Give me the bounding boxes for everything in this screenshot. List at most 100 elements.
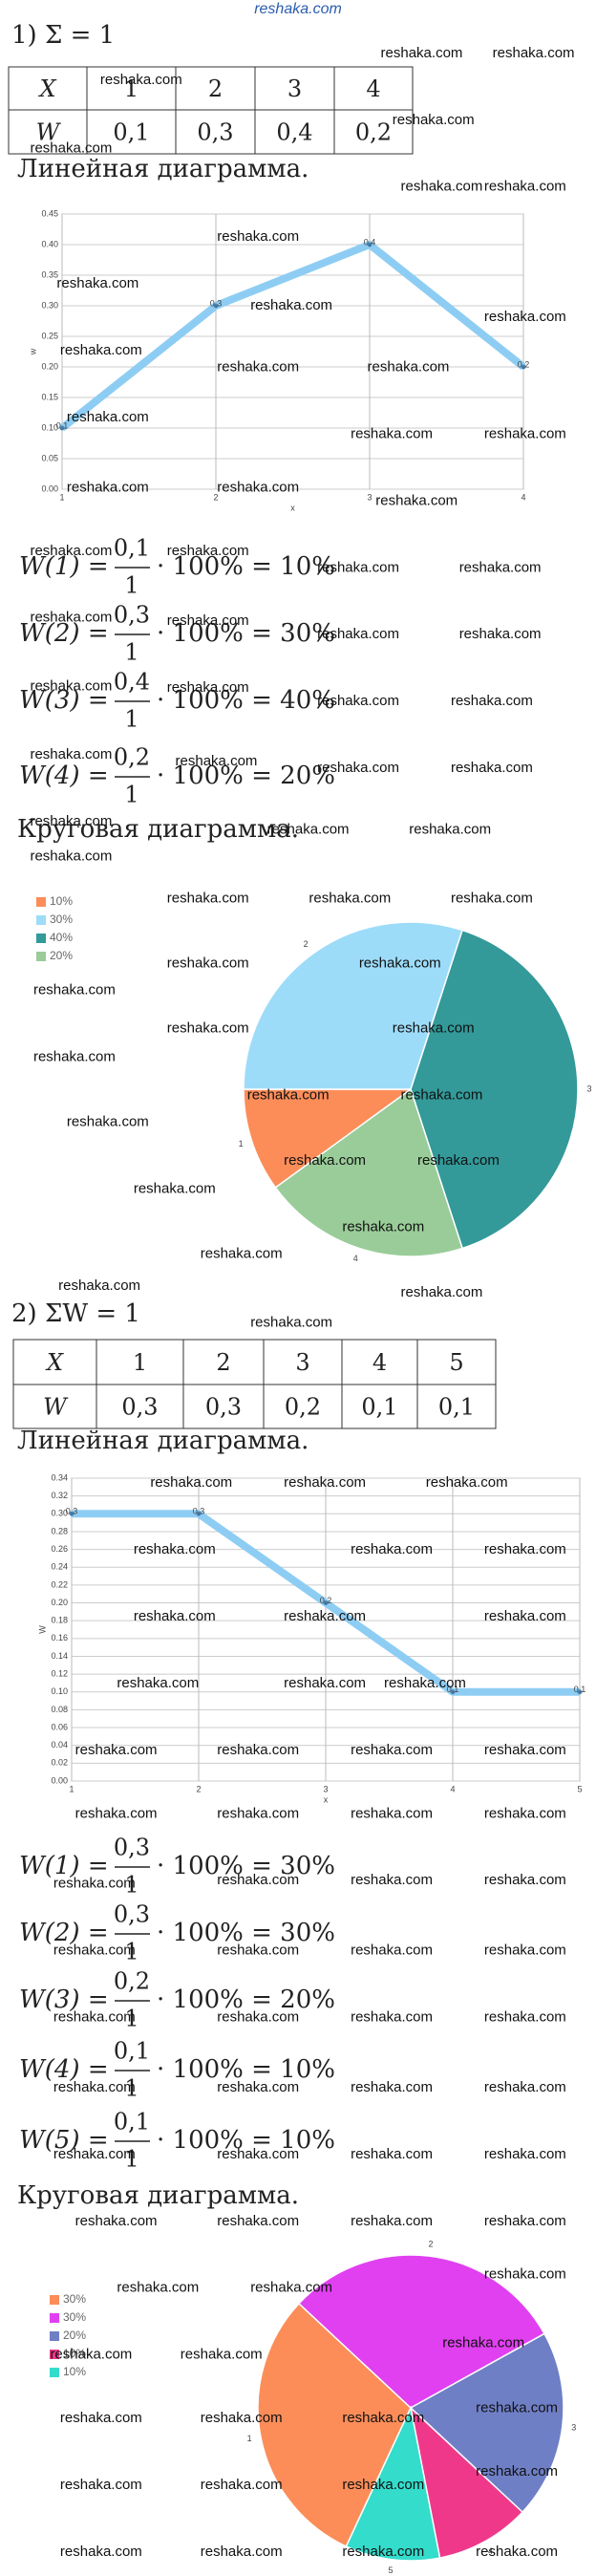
y-tick-label: 0.26 (51, 1544, 68, 1554)
formula-lhs: W(2) = (19, 1919, 109, 1947)
watermark: reshaka.com (381, 45, 463, 61)
x-tick-label: 4 (521, 492, 525, 502)
formula-rhs: · 100% = 20% (157, 762, 335, 790)
formula-lhs: W(4) = (19, 762, 109, 790)
y-tick-label: 0.06 (51, 1722, 68, 1731)
slice-label: 4 (353, 1254, 358, 1263)
watermark: reshaka.com (201, 2410, 283, 2426)
data-label: 0,1 (574, 1685, 586, 1694)
legend-swatch (36, 915, 46, 925)
x-tick-label: 2 (213, 492, 218, 502)
watermark: reshaka.com (30, 543, 112, 559)
x-tick-label: 3 (367, 492, 372, 502)
formula-numerator: 0,2 (114, 1968, 150, 1995)
table-cell-text: 2 (208, 75, 223, 102)
formula-numerator: 0,1 (114, 2038, 150, 2065)
y-tick-label: 0.14 (51, 1651, 68, 1661)
watermark: reshaka.com (217, 2146, 299, 2162)
watermark: reshaka.com (359, 955, 441, 972)
data-point (196, 1511, 202, 1516)
x-tick-label: 5 (577, 1784, 582, 1793)
watermark: reshaka.com (134, 1541, 216, 1557)
watermark: reshaka.com (484, 1541, 566, 1557)
pie-slice (257, 2302, 412, 2548)
formula-numerator: 0,4 (114, 669, 150, 696)
data-line (59, 241, 526, 432)
watermark: reshaka.com (60, 2477, 142, 2493)
table-cell-text: 4 (366, 75, 380, 102)
y-tick-label: 0.20 (41, 361, 58, 371)
section-heading: 2) ΣW = 1 (11, 1299, 140, 1328)
pie-slice (243, 921, 464, 1090)
legend-label: 10% (63, 2365, 86, 2378)
table-cell-text: 0,3 (121, 1394, 158, 1421)
y-tick-label: 0.10 (51, 1686, 68, 1696)
watermark: reshaka.com (484, 309, 566, 325)
y-tick-label: 0.24 (51, 1562, 68, 1572)
formula-lhs: W(1) = (19, 552, 109, 581)
watermark: reshaka.com (484, 2213, 566, 2229)
watermark: reshaka.com (250, 297, 332, 313)
line-chart-title: Линейная диаграмма. (17, 1427, 309, 1455)
watermark: reshaka.com (167, 890, 249, 906)
watermark: reshaka.com (459, 559, 542, 575)
legend-swatch (36, 952, 46, 961)
watermark: reshaka.com (351, 2213, 433, 2229)
watermark: reshaka.com (167, 612, 249, 629)
watermark: reshaka.com (217, 1872, 299, 1888)
y-tick-label: 0.18 (51, 1616, 68, 1625)
watermark: reshaka.com (484, 2079, 566, 2095)
formula-rhs: · 100% = 40% (157, 686, 335, 715)
watermark: reshaka.com (201, 2477, 283, 2493)
watermark: reshaka.com (50, 2347, 132, 2363)
formula-denominator: 1 (124, 1872, 138, 1899)
watermark: reshaka.com (351, 1742, 433, 1758)
watermark: reshaka.com (30, 140, 112, 157)
legend-label: 30% (50, 912, 73, 926)
legend-label: 10% (50, 894, 73, 908)
watermark: reshaka.com (284, 1675, 366, 1691)
watermark: reshaka.com (393, 1020, 475, 1037)
table-cell-text: 1 (133, 1349, 147, 1376)
pie-chart-title: Круговая диаграмма. (17, 2181, 299, 2210)
watermark: reshaka.com (493, 45, 575, 61)
legend-swatch (36, 897, 46, 907)
formula-numerator: 0,2 (114, 744, 150, 771)
watermark: reshaka.com (351, 1805, 433, 1821)
watermark: reshaka.com (217, 1943, 299, 1959)
watermark: reshaka.com (484, 425, 566, 441)
watermark: reshaka.com (167, 955, 249, 972)
table-cell-text: 5 (449, 1349, 463, 1376)
y-tick-label: 0.08 (51, 1705, 68, 1714)
watermark: reshaka.com (217, 228, 299, 245)
watermark: reshaka.com (217, 2009, 299, 2026)
watermark: reshaka.com (351, 2079, 433, 2095)
formula-rhs: · 100% = 30% (157, 619, 335, 648)
pie-slice (297, 2254, 545, 2409)
line-chart-title: Линейная диаграмма. (17, 155, 309, 183)
formula-rhs: · 100% = 20% (157, 1986, 335, 2014)
watermark: reshaka.com (60, 2544, 142, 2560)
data-point (367, 242, 372, 247)
watermark: reshaka.com (181, 2347, 263, 2363)
site-header: reshaka.com (254, 1, 342, 17)
watermark: reshaka.com (250, 2280, 332, 2296)
y-axis-label: W (37, 1625, 47, 1634)
watermark: reshaka.com (351, 2009, 433, 2026)
watermark: reshaka.com (351, 1872, 433, 1888)
watermark: reshaka.com (409, 822, 491, 838)
data-point (577, 1689, 583, 1695)
formula-denominator: 1 (124, 572, 138, 599)
table-cell-text: X (37, 75, 56, 102)
pie-slice (409, 2332, 564, 2514)
formula-rhs: · 100% = 10% (157, 2126, 335, 2155)
watermark: reshaka.com (67, 409, 149, 425)
formula-denominator: 1 (124, 2075, 138, 2102)
table-cell-text: 3 (295, 1349, 309, 1376)
watermark: reshaka.com (317, 760, 399, 776)
formula-rhs: · 100% = 10% (157, 2055, 335, 2084)
formula-numerator: 0,1 (114, 2109, 150, 2136)
watermark: reshaka.com (134, 1181, 216, 1197)
watermark: reshaka.com (451, 760, 533, 776)
watermark: reshaka.com (58, 1277, 140, 1294)
